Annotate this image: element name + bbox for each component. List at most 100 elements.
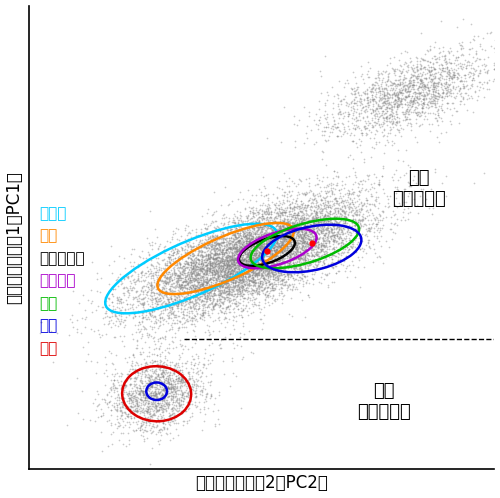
Point <box>139 390 147 398</box>
Point <box>419 99 427 107</box>
Point <box>190 266 198 274</box>
Point <box>384 203 392 211</box>
Point <box>216 272 224 280</box>
Point <box>256 234 264 242</box>
Point <box>338 207 346 215</box>
Point <box>144 398 152 406</box>
Point <box>386 192 394 200</box>
Point <box>68 318 76 326</box>
Point <box>212 266 220 274</box>
Point <box>298 189 306 197</box>
Point <box>264 278 272 286</box>
Point <box>246 262 254 270</box>
Point <box>286 222 294 230</box>
Point <box>294 222 302 230</box>
Point <box>402 106 410 114</box>
Point <box>114 294 122 302</box>
Point <box>130 394 138 402</box>
Point <box>313 223 321 231</box>
Point <box>70 323 78 331</box>
Point <box>122 388 130 396</box>
Point <box>170 295 177 303</box>
Point <box>269 190 277 198</box>
Point <box>335 214 343 222</box>
Point <box>120 309 128 317</box>
Point <box>290 222 298 230</box>
Point <box>258 258 266 266</box>
Point <box>318 251 326 259</box>
Point <box>161 376 169 384</box>
Point <box>291 263 299 271</box>
Point <box>224 272 232 280</box>
Point <box>244 290 252 298</box>
Point <box>206 296 214 304</box>
Point <box>174 287 182 295</box>
Point <box>284 264 292 272</box>
Point <box>294 254 302 262</box>
Point <box>375 109 383 117</box>
Point <box>265 265 273 273</box>
Point <box>338 249 345 257</box>
Point <box>266 218 274 226</box>
Point <box>416 76 424 84</box>
Point <box>364 98 372 106</box>
Point <box>195 283 203 291</box>
Point <box>236 270 244 278</box>
Point <box>296 226 304 234</box>
Point <box>420 65 428 73</box>
Point <box>250 242 258 249</box>
Point <box>209 290 217 298</box>
Point <box>210 270 218 278</box>
Point <box>240 233 248 241</box>
Point <box>318 131 326 139</box>
Point <box>260 215 268 223</box>
Point <box>153 372 161 380</box>
Point <box>286 246 294 254</box>
Point <box>300 272 308 280</box>
Point <box>344 227 351 235</box>
Point <box>432 84 440 92</box>
Point <box>246 207 254 215</box>
Point <box>260 273 268 281</box>
Point <box>328 238 336 246</box>
Point <box>303 239 311 247</box>
Point <box>374 234 382 242</box>
Point <box>222 261 230 269</box>
Point <box>186 243 194 250</box>
Point <box>170 310 177 318</box>
Point <box>148 389 156 397</box>
Point <box>216 247 224 254</box>
Point <box>250 256 258 264</box>
Point <box>208 305 216 313</box>
Point <box>163 372 171 379</box>
Point <box>228 231 236 239</box>
Point <box>215 261 223 269</box>
Point <box>268 236 276 244</box>
Point <box>160 384 168 392</box>
Point <box>164 299 172 307</box>
Point <box>336 192 344 200</box>
Point <box>148 375 156 383</box>
Point <box>128 270 136 278</box>
Point <box>164 293 172 301</box>
Point <box>328 219 336 227</box>
Point <box>312 217 320 225</box>
Point <box>118 383 126 391</box>
Point <box>359 247 367 255</box>
Point <box>174 283 182 291</box>
Point <box>112 321 120 329</box>
Point <box>143 352 151 360</box>
Point <box>310 258 318 266</box>
Point <box>378 96 386 104</box>
Point <box>202 268 209 276</box>
Point <box>273 265 281 273</box>
Point <box>371 202 379 210</box>
Point <box>372 109 380 117</box>
Point <box>96 400 104 408</box>
Point <box>432 69 440 77</box>
Point <box>204 234 212 242</box>
Point <box>226 239 234 247</box>
Point <box>367 190 375 198</box>
Point <box>362 241 370 249</box>
Point <box>324 215 332 223</box>
